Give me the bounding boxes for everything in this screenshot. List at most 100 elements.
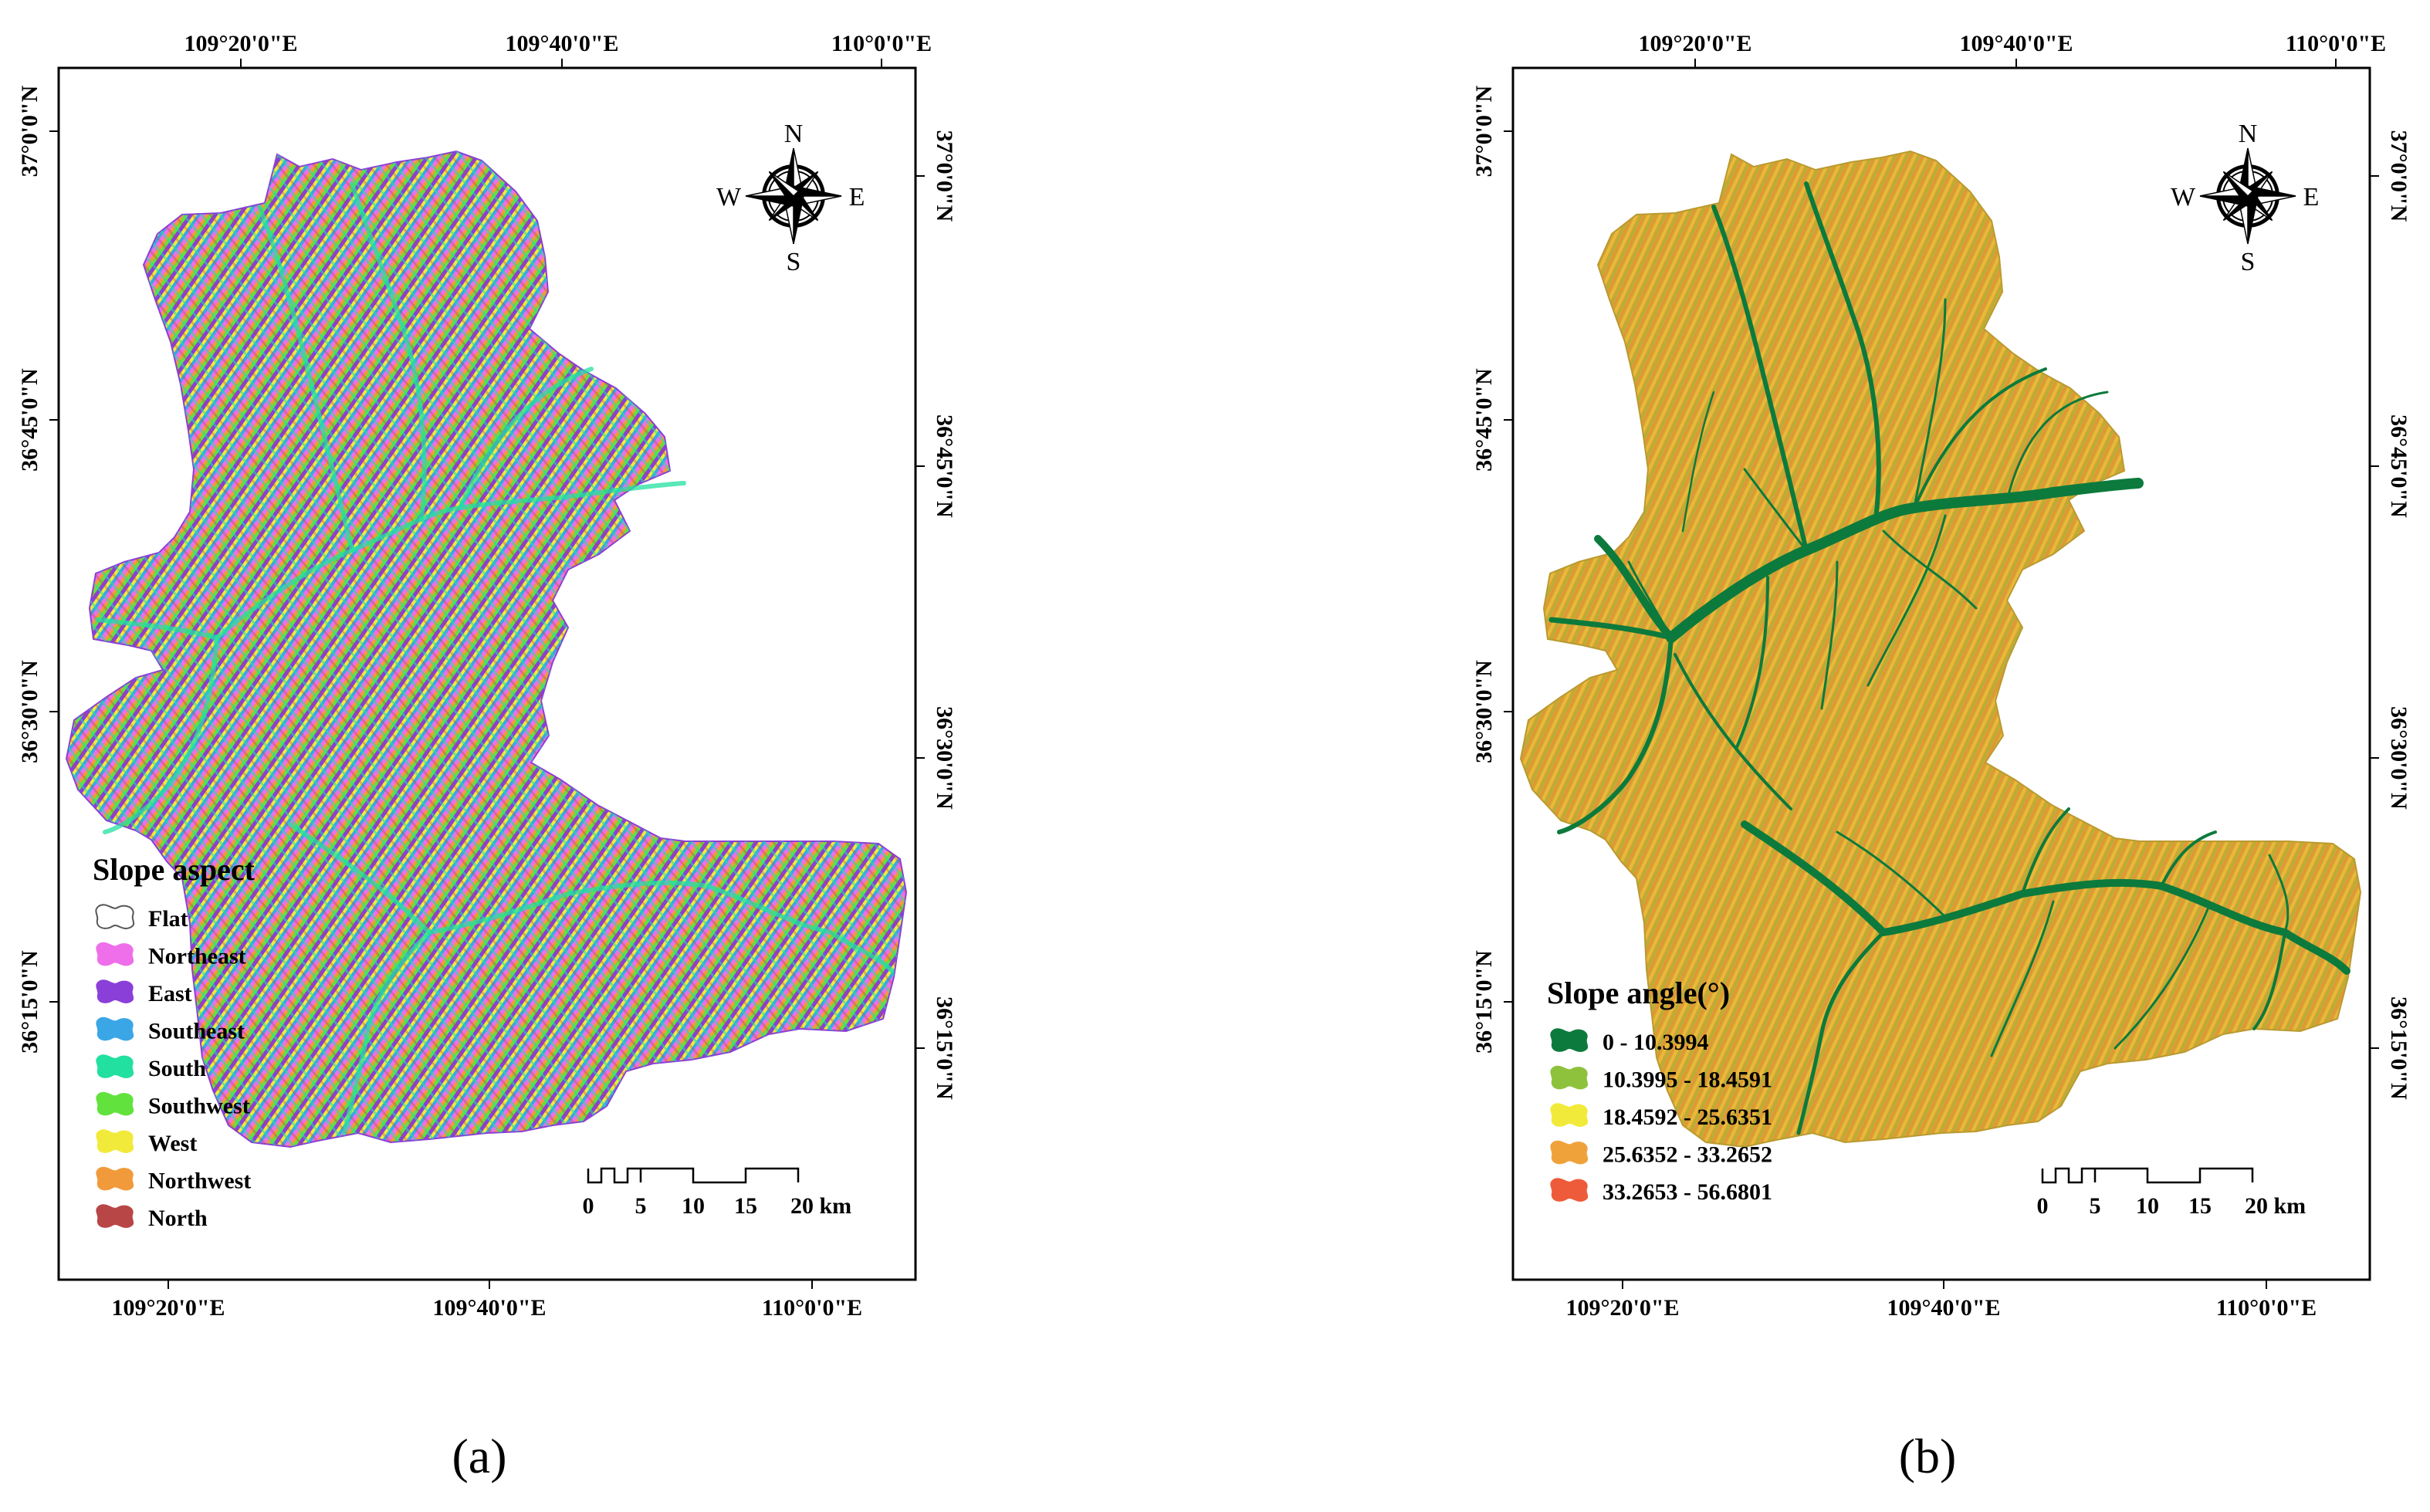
latitude-label-right: 36°15'0"N (932, 996, 957, 1100)
compass-south-label: S (787, 248, 801, 276)
longitude-label-bottom: 110°0'0"E (2216, 1295, 2317, 1321)
latitude-label-right: 36°15'0"N (2386, 996, 2411, 1100)
valley-line (215, 481, 686, 640)
river-channel (2160, 830, 2217, 888)
legend-title: Slope aspect (93, 852, 256, 887)
legend-item-label: 10.3995 - 18.4591 (1603, 1067, 1772, 1093)
latitude-label-right: 37°0'0"N (2386, 130, 2411, 222)
legend-swatch (96, 1016, 134, 1041)
study-area (65, 150, 908, 1148)
scale-bar-tick-label: 5 (2090, 1193, 2101, 1219)
legend-item-label: 33.2653 - 56.6801 (1603, 1179, 1772, 1205)
legend-swatch (96, 979, 134, 1003)
legend-swatch (1550, 1065, 1589, 1090)
scale-bar-tick-label: 0 (583, 1193, 594, 1219)
compass-east-label: E (2303, 183, 2320, 211)
legend-item-label: South (148, 1056, 206, 1081)
legend-title: Slope angle(°) (1547, 976, 1730, 1010)
legend-swatch (96, 1204, 134, 1228)
legend-item-label: 25.6352 - 33.2652 (1603, 1142, 1772, 1168)
longitude-label-bottom: 110°0'0"E (762, 1295, 862, 1321)
legend-swatch (95, 904, 135, 929)
scale-bar-line (587, 1167, 800, 1184)
scale-bar-tick-label: 10 (682, 1193, 705, 1219)
panel-caption: (b) (1899, 1429, 1957, 1483)
legend-item-label: Flat (148, 906, 188, 932)
scale-bar-tick-label: 5 (635, 1193, 647, 1219)
river-channel (1913, 367, 2047, 509)
river-channel (1804, 181, 1881, 522)
river-channel (1913, 298, 1947, 509)
scale-bar-line (2041, 1167, 2254, 1184)
compass-north-label: N (2239, 120, 2258, 148)
river-channel (1882, 529, 1978, 610)
map-frame (1511, 66, 2371, 1281)
legend-swatch (96, 1166, 134, 1191)
compass-west-label: W (716, 183, 742, 211)
longitude-label-top: 109°40'0"E (1960, 31, 2073, 56)
compass-rose-icon (2199, 147, 2296, 245)
valley-line (458, 367, 594, 510)
valley-line (95, 617, 219, 640)
river-channel (2252, 931, 2286, 1030)
scale-bar-tick-label: 0 (2037, 1193, 2049, 1219)
scale-bar-tick-label: 20 km (2245, 1193, 2306, 1219)
longitude-label-top: 109°20'0"E (1639, 31, 1752, 56)
latitude-label-left: 37°0'0"N (1471, 85, 1497, 177)
longitude-label-bottom: 109°20'0"E (112, 1295, 225, 1321)
river-channel (2114, 908, 2209, 1050)
legend-swatch (1550, 1028, 1589, 1052)
scale-bar-tick-label: 15 (2188, 1193, 2212, 1219)
latitude-label-left: 36°30'0"N (17, 660, 42, 763)
river-channel (1990, 900, 2055, 1057)
longitude-label-bottom: 109°40'0"E (1887, 1295, 2001, 1321)
legend-item-label: North (148, 1206, 208, 1231)
legend-item-label: Northeast (148, 944, 246, 969)
panel-caption: (a) (452, 1429, 506, 1483)
legend-swatch (1550, 1140, 1589, 1165)
legend-item-label: East (148, 981, 192, 1006)
valley-line (288, 822, 895, 973)
latitude-label-right: 36°45'0"N (2386, 414, 2411, 518)
scale-bar-tick-label: 15 (734, 1193, 757, 1219)
map-legend: Slope aspect Flat Northeast East Southeast So… (93, 852, 256, 1231)
legend-item-label: 18.4592 - 25.6351 (1603, 1104, 1772, 1130)
longitude-label-top: 110°0'0"E (2286, 31, 2386, 56)
latitude-label-left: 36°30'0"N (1471, 660, 1497, 763)
legend-item-label: Southwest (148, 1094, 250, 1119)
map-legend: Slope angle(°) 0 - 10.3994 10.3995 - 18.45… (1547, 976, 1772, 1205)
legend-item-label: Southeast (148, 1019, 245, 1044)
map-panel-a: 109°20'0"E 109°40'0"E 110°0'0"E 109°20'0"E 1… (17, 31, 957, 1483)
river-channel (1594, 535, 1675, 641)
compass-rose-icon (745, 147, 842, 245)
scale-bar: 0 5 10 15 20 km (583, 1167, 851, 1219)
legend-swatch (1550, 1178, 1589, 1202)
river-channel (1743, 468, 1808, 552)
compass-west-label: W (2171, 183, 2196, 211)
slope-raster (1519, 150, 2362, 1148)
latitude-label-right: 36°30'0"N (2386, 706, 2411, 810)
river-channel (1548, 617, 1674, 641)
legend-swatch (96, 1129, 134, 1153)
legend-item-label: West (148, 1131, 197, 1156)
latitude-label-left: 36°15'0"N (1471, 950, 1497, 1054)
legend-swatch (1550, 1103, 1589, 1127)
latitude-label-left: 36°45'0"N (1471, 368, 1497, 472)
valley-line (350, 181, 427, 522)
valley-line (257, 205, 354, 553)
river-channel (1796, 930, 1886, 1135)
legend-swatch (96, 1091, 134, 1116)
valley-line (103, 635, 219, 834)
river-channel (1557, 635, 1674, 834)
legend-item-label: 0 - 10.3994 (1603, 1030, 1709, 1055)
longitude-label-top: 110°0'0"E (831, 31, 932, 56)
longitude-label-bottom: 109°20'0"E (1566, 1295, 1680, 1321)
river-channel (1836, 830, 1947, 918)
longitude-label-top: 109°20'0"E (184, 31, 298, 56)
river-channel (1681, 391, 1715, 533)
river-channel (1735, 576, 1769, 749)
longitude-label-bottom: 109°40'0"E (433, 1295, 547, 1321)
legend-swatch (96, 1054, 134, 1078)
valley-line (342, 930, 432, 1135)
